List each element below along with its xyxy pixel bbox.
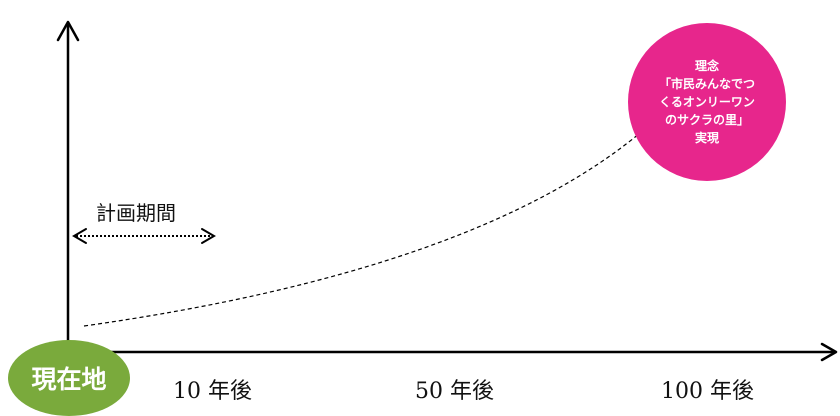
goal-label-line: 「市民みんなでつ (658, 77, 755, 91)
goal-label-line: 理念 (694, 59, 719, 73)
goal-circle (628, 23, 786, 181)
goal-label-line: のサクラの里」 (664, 113, 749, 127)
planning-period-label: 計画期間 (96, 201, 176, 225)
current-position-label: 現在地 (31, 365, 107, 394)
current-position-circle (8, 340, 130, 416)
growth-curve (83, 127, 647, 327)
x-tick-label-10-years: 10 年後 (173, 379, 252, 404)
x-tick-label-50-years: 50 年後 (415, 379, 494, 404)
planning-period-arrow-right-head (201, 228, 216, 244)
goal-label-line: 実現 (694, 131, 719, 145)
vertical-axis-arrowhead (56, 20, 80, 42)
horizontal-axis-arrowhead (820, 342, 838, 362)
goal-label: 理念 「市民みんなでつ くるオンリーワン のサクラの里」 実現 (628, 24, 786, 180)
planning-period-arrow-left-head (72, 228, 87, 244)
goal-label-line: くるオンリーワン (659, 95, 755, 109)
x-tick-label-100-years: 100 年後 (661, 379, 754, 404)
